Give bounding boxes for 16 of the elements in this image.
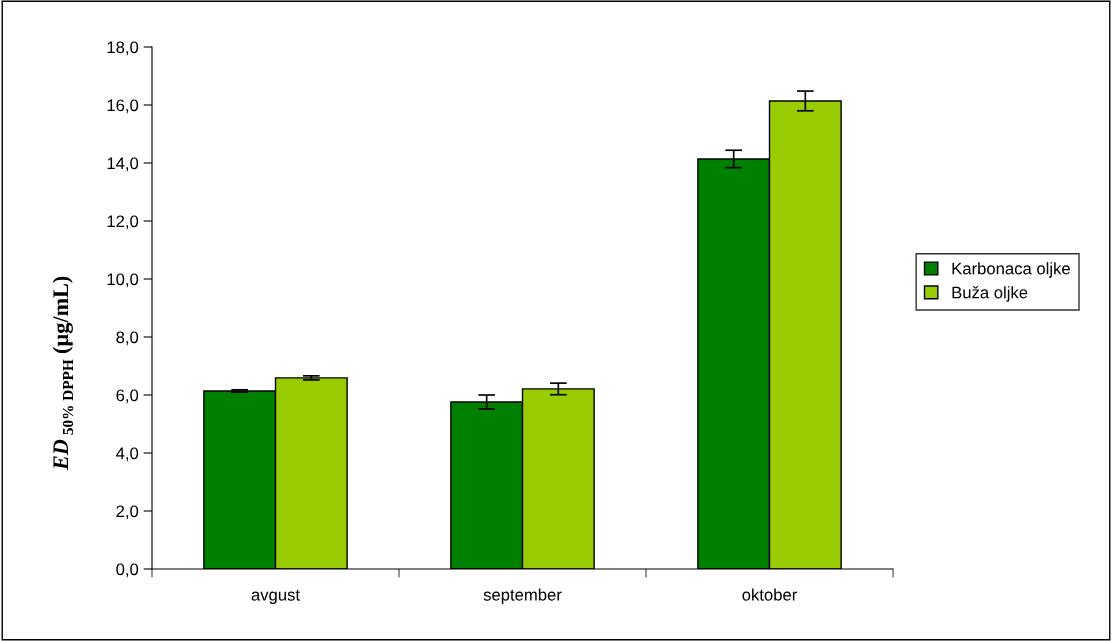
y-axis-title: ED50% DPPH (µg/mL) xyxy=(52,276,74,471)
y-tick-label: 8,0 xyxy=(116,331,139,346)
y-tick-label: 4,0 xyxy=(116,447,139,462)
y-tick-label: 18,0 xyxy=(107,41,139,56)
x-tick-label: avgust xyxy=(251,589,300,604)
legend-label: Buža oljke xyxy=(952,286,1028,302)
y-tick-label: 0,0 xyxy=(116,563,139,578)
y-tick-label: 6,0 xyxy=(116,389,139,404)
y-tick-label: 12,0 xyxy=(107,215,139,230)
x-tick-label: oktober xyxy=(742,588,798,601)
x-tick-label: september xyxy=(483,588,562,604)
legend-label: Karbonaca oljke xyxy=(952,262,1070,278)
y-tick-label: 2,0 xyxy=(116,505,139,520)
y-tick-label: 10,0 xyxy=(107,273,139,288)
y-tick-label: 14,0 xyxy=(107,157,139,172)
y-tick-label: 16,0 xyxy=(107,99,139,114)
